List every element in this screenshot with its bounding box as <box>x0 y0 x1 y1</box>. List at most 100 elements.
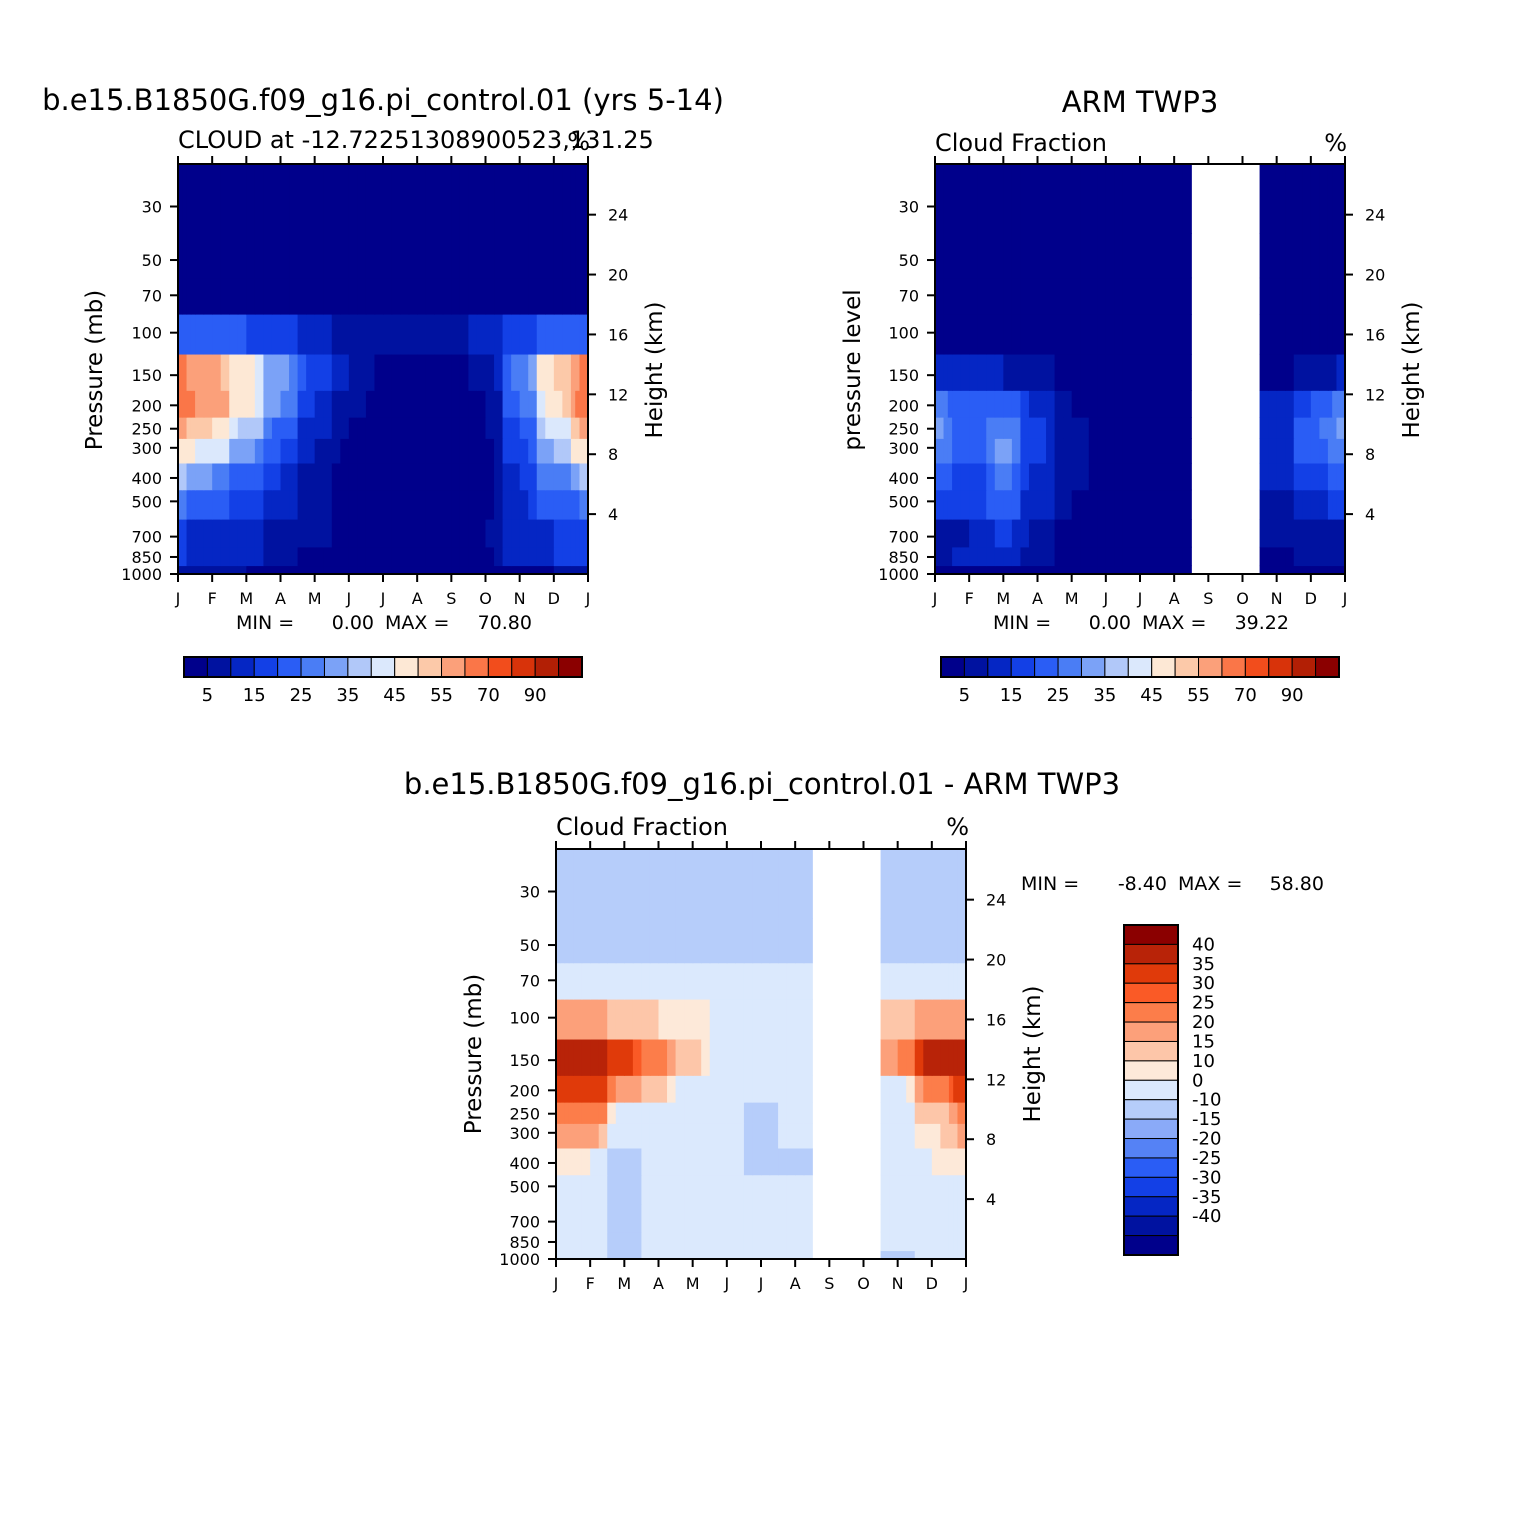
contour-cell <box>632 1102 643 1124</box>
contour-cell <box>442 565 452 575</box>
contour-cell <box>641 998 651 1040</box>
contour-cell <box>182 518 188 548</box>
contour-cell <box>667 1038 677 1076</box>
contour-cell <box>675 1203 685 1233</box>
contour-cell <box>417 417 427 439</box>
contour-cell <box>1259 565 1269 575</box>
contour-cell <box>560 1174 566 1205</box>
contour-cell <box>1276 462 1286 491</box>
contour-cell <box>1340 518 1346 548</box>
contour-cell <box>675 998 685 1040</box>
x-tick-label: M <box>239 589 253 608</box>
contour-cell <box>583 277 589 315</box>
contour-cell <box>560 998 566 1040</box>
contour-cell <box>897 1174 907 1205</box>
contour-cell <box>560 1250 566 1260</box>
colorbar-label: 35 <box>336 685 359 706</box>
contour-cell <box>931 1231 941 1252</box>
contour-cell <box>960 462 970 491</box>
contour-cell <box>306 462 316 491</box>
contour-cell <box>573 962 583 1000</box>
contour-cell <box>1268 489 1278 520</box>
contour-cell <box>1268 438 1278 464</box>
contour-cell <box>417 277 427 315</box>
y-tick-label: 150 <box>888 366 919 385</box>
contour-cell <box>502 417 512 439</box>
contour-cell <box>1310 462 1320 491</box>
contour-cell <box>182 390 188 418</box>
contour-cell <box>752 918 762 964</box>
x-tick-label: J <box>758 1274 764 1293</box>
contour-cell <box>528 462 538 491</box>
contour-cell <box>1285 518 1295 548</box>
contour-cell <box>940 962 950 1000</box>
contour-cell <box>1011 518 1022 548</box>
contour-cell <box>391 518 401 548</box>
contour-cell <box>519 353 529 391</box>
contour-cell <box>545 489 555 520</box>
contour-cell <box>553 489 563 520</box>
contour-cell <box>568 849 574 919</box>
contour-cell <box>701 849 711 919</box>
contour-cell <box>271 417 282 439</box>
contour-cell <box>658 1123 668 1149</box>
contour-cell <box>220 277 230 315</box>
contour-cell <box>459 164 470 234</box>
contour-cell <box>254 546 265 567</box>
contour-cell <box>1037 546 1047 567</box>
contour-cell <box>528 277 538 315</box>
contour-cell <box>564 849 570 919</box>
contour-cell <box>417 313 427 355</box>
contour-cell <box>568 962 574 1000</box>
contour-cell <box>948 1038 954 1076</box>
contour-cell <box>451 277 461 315</box>
contour-cell <box>1028 417 1039 439</box>
contour-cell <box>280 353 290 391</box>
contour-cell <box>948 1102 954 1124</box>
contour-cell <box>212 390 222 418</box>
contour-cell <box>1336 164 1342 234</box>
contour-cell <box>1148 546 1158 567</box>
contour-cell <box>952 438 962 464</box>
y-tick-label: 250 <box>509 1105 540 1124</box>
x-tick-label: J <box>175 589 181 608</box>
y-tick-label: 300 <box>509 1124 540 1143</box>
contour-cell <box>1054 313 1064 355</box>
contour-cell <box>1046 489 1056 520</box>
contour-cell <box>649 1174 660 1205</box>
contour-cell <box>340 353 350 391</box>
contour-cell <box>579 565 585 575</box>
contour-cell <box>1157 417 1167 439</box>
contour-cell <box>1276 277 1286 315</box>
contour-cell <box>1140 353 1150 391</box>
contour-cell <box>1310 518 1320 548</box>
contour-cell <box>769 1102 779 1124</box>
contour-cell <box>1285 438 1295 464</box>
contour-cell <box>615 1075 625 1103</box>
contour-cell <box>1268 390 1278 418</box>
contour-cell <box>425 353 435 391</box>
contour-cell <box>519 489 529 520</box>
colorbar-label: -25 <box>1192 1148 1221 1169</box>
contour-cell <box>960 164 970 234</box>
contour-cell <box>994 489 1004 520</box>
contour-cell <box>545 546 555 567</box>
panel-title: b.e15.B1850G.f09_g16.pi_control.01 - ARM… <box>404 767 1120 801</box>
contour-cell <box>598 998 608 1040</box>
contour-cell <box>229 353 239 391</box>
contour-cell <box>1336 417 1342 439</box>
right-y-tick-label: 8 <box>986 1130 996 1149</box>
contour-cell <box>280 462 290 491</box>
y-tick-label: 30 <box>899 197 919 216</box>
contour-cell <box>229 277 239 315</box>
contour-cell <box>442 417 452 439</box>
contour-cell <box>649 962 660 1000</box>
contour-cell <box>1020 546 1030 567</box>
contour-cell <box>494 390 504 418</box>
contour-cell <box>494 313 504 355</box>
contour-cell <box>1080 438 1090 464</box>
contour-cell <box>961 1075 967 1103</box>
contour-cell <box>468 353 478 391</box>
contour-cell <box>212 233 222 279</box>
contour-cell <box>553 518 563 548</box>
